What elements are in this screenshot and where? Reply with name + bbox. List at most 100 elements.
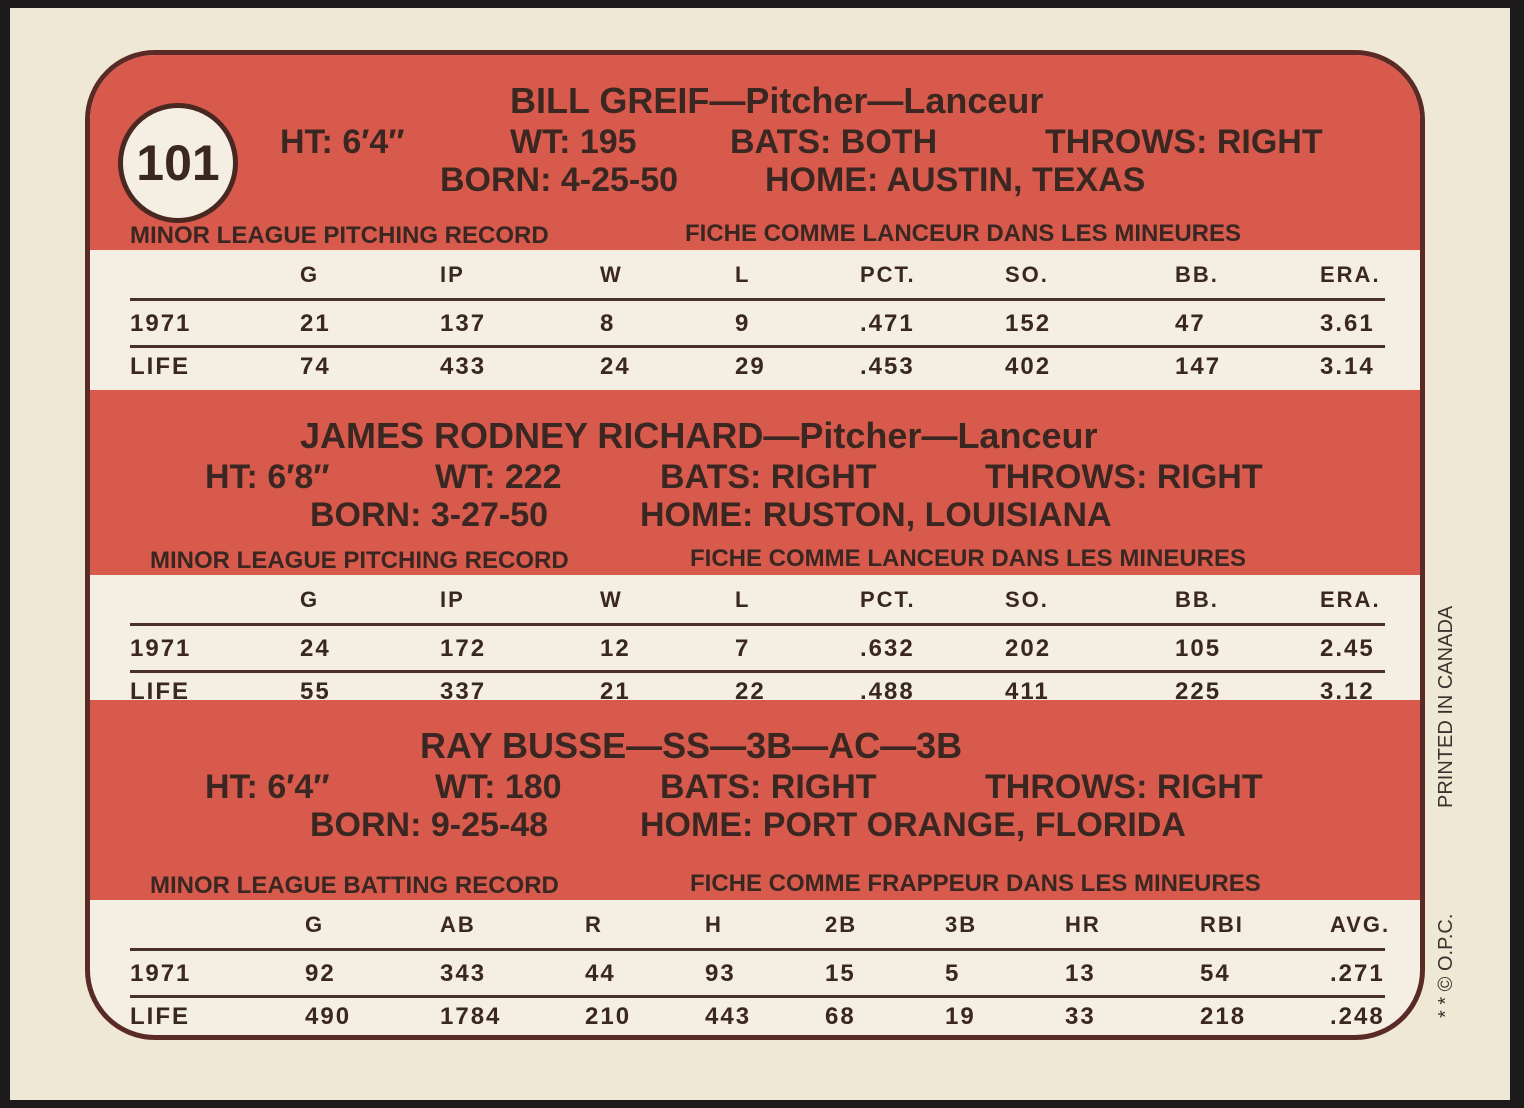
column-header: W (600, 587, 623, 612)
height: HT: 6′8″ (205, 458, 330, 496)
stat-cell: .632 (860, 635, 915, 662)
stat-cell: .488 (860, 678, 915, 705)
stat-cell: 490 (305, 1003, 352, 1030)
stat-cell: 44 (585, 960, 616, 987)
player-band (90, 55, 1420, 250)
stat-cell: 47 (1175, 310, 1206, 337)
stat-cell: 210 (585, 1003, 632, 1030)
stat-cell: 3.12 (1320, 678, 1375, 705)
stat-cell: 402 (1005, 353, 1052, 380)
stat-cell: 433 (440, 353, 487, 380)
stat-cell: 13 (1065, 960, 1096, 987)
bats: BATS: BOTH (730, 123, 938, 161)
column-header: 3B (945, 912, 978, 937)
record-title-fr: FICHE COMME LANCEUR DANS LES MINEURES (685, 220, 1242, 247)
table-rule (130, 623, 1385, 626)
stat-cell: 8 (600, 310, 616, 337)
stat-cell: 225 (1175, 678, 1222, 705)
row-label: LIFE (130, 678, 190, 705)
card-frame: 101 BILL GREIF—Pitcher—Lanceur HT: 6′4″ WT… (85, 50, 1425, 1040)
column-header: L (735, 587, 751, 612)
born: BORN: 9-25-48 (310, 806, 549, 844)
stat-cell: 443 (705, 1003, 752, 1030)
column-header: ERA. (1320, 587, 1381, 612)
row-label: LIFE (130, 353, 190, 380)
row-label: 1971 (130, 960, 192, 987)
stat-cell: 21 (600, 678, 631, 705)
player-name: RAY BUSSE—SS—3B—AC—3B (420, 725, 963, 766)
column-header: G (300, 262, 320, 287)
stat-cell: 12 (600, 635, 631, 662)
table-rule (130, 995, 1385, 998)
stat-cell: 337 (440, 678, 487, 705)
weight: WT: 222 (435, 458, 562, 496)
home: HOME: RUSTON, LOUISIANA (640, 496, 1112, 534)
height: HT: 6′4″ (280, 123, 405, 161)
stat-cell: 55 (300, 678, 331, 705)
column-header: SO. (1005, 262, 1049, 287)
column-header: W (600, 262, 623, 287)
stat-cell: 3.61 (1320, 310, 1375, 337)
player-band (90, 390, 1420, 575)
height: HT: 6′4″ (205, 768, 330, 806)
column-header: 2B (825, 912, 858, 937)
card-number: 101 (118, 103, 238, 223)
record-title-fr: FICHE COMME LANCEUR DANS LES MINEURES (690, 545, 1247, 572)
column-header: ERA. (1320, 262, 1381, 287)
stat-cell: 218 (1200, 1003, 1247, 1030)
column-header: BB. (1175, 587, 1219, 612)
bats: BATS: RIGHT (660, 458, 877, 496)
stat-cell: 24 (600, 353, 631, 380)
player-name: BILL GREIF—Pitcher—Lanceur (510, 80, 1044, 121)
stat-cell: 9 (735, 310, 751, 337)
record-title-en: MINOR LEAGUE BATTING RECORD (150, 872, 559, 899)
column-header: RBI (1200, 912, 1244, 937)
column-header: IP (440, 587, 465, 612)
weight: WT: 195 (510, 123, 637, 161)
column-header: G (300, 587, 320, 612)
table-rule (130, 670, 1385, 673)
stat-cell: 3.14 (1320, 353, 1375, 380)
home: HOME: AUSTIN, TEXAS (765, 161, 1146, 199)
throws: THROWS: RIGHT (985, 458, 1263, 496)
column-header: H (705, 912, 723, 937)
table-rule (130, 948, 1385, 951)
table-rule (130, 345, 1385, 348)
stat-cell: 22 (735, 678, 766, 705)
stat-cell: .471 (860, 310, 915, 337)
stat-cell: 5 (945, 960, 961, 987)
column-header: R (585, 912, 603, 937)
stat-cell: 147 (1175, 353, 1222, 380)
side-text: PRINTED IN CANADA * * © O.P.C. (1425, 548, 1485, 1028)
printed-in: PRINTED IN CANADA (1435, 605, 1457, 808)
throws: THROWS: RIGHT (1045, 123, 1323, 161)
stat-cell: 15 (825, 960, 856, 987)
stat-cell: 105 (1175, 635, 1222, 662)
throws: THROWS: RIGHT (985, 768, 1263, 806)
stat-cell: 19 (945, 1003, 976, 1030)
stat-cell: 411 (1005, 678, 1050, 705)
record-title-en: MINOR LEAGUE PITCHING RECORD (150, 547, 569, 574)
row-label: 1971 (130, 635, 192, 662)
stat-cell: 93 (705, 960, 736, 987)
bats: BATS: RIGHT (660, 768, 877, 806)
stat-cell: 24 (300, 635, 331, 662)
record-title-fr: FICHE COMME FRAPPEUR DANS LES MINEURES (690, 870, 1261, 897)
column-header: L (735, 262, 751, 287)
player-band (90, 700, 1420, 900)
stat-cell: 54 (1200, 960, 1231, 987)
column-header: IP (440, 262, 465, 287)
stat-cell: 172 (440, 635, 487, 662)
stat-cell: 1784 (440, 1003, 502, 1030)
column-header: AB (440, 912, 476, 937)
stat-cell: 21 (300, 310, 331, 337)
stat-cell: 7 (735, 635, 751, 662)
column-header: SO. (1005, 587, 1049, 612)
record-title-en: MINOR LEAGUE PITCHING RECORD (130, 222, 549, 249)
row-label: LIFE (130, 1003, 190, 1030)
stat-cell: .271 (1330, 960, 1385, 987)
stat-cell: 343 (440, 960, 487, 987)
card: 101 BILL GREIF—Pitcher—Lanceur HT: 6′4″ WT… (10, 8, 1510, 1100)
table-rule (130, 298, 1385, 301)
